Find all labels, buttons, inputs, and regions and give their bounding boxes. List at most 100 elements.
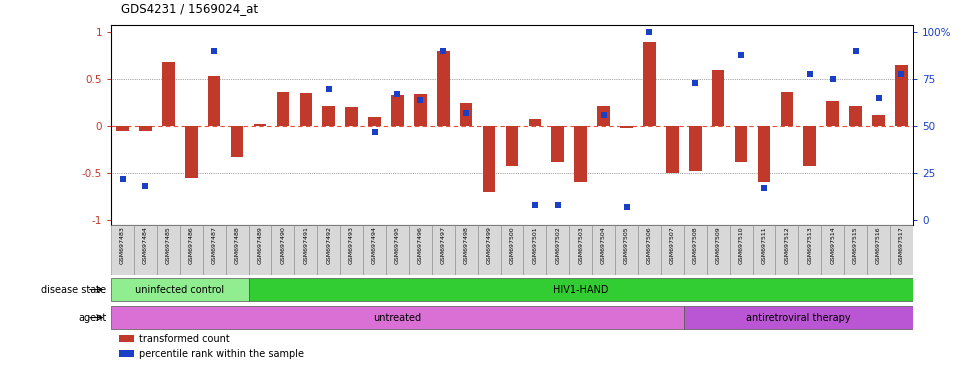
Point — [756, 185, 772, 191]
Text: antiretroviral therapy: antiretroviral therapy — [746, 313, 851, 323]
Point — [367, 129, 383, 135]
Bar — [483, 126, 496, 192]
Bar — [162, 63, 175, 126]
Bar — [666, 126, 679, 173]
Text: GSM697500: GSM697500 — [509, 226, 515, 264]
Bar — [712, 70, 724, 126]
Point — [688, 80, 703, 86]
FancyBboxPatch shape — [615, 225, 638, 275]
Point — [527, 202, 543, 208]
Point — [733, 52, 749, 58]
Bar — [849, 106, 862, 126]
Text: GSM697487: GSM697487 — [212, 226, 216, 264]
Text: GSM697486: GSM697486 — [188, 226, 194, 264]
Point — [436, 48, 451, 54]
Text: GSM697503: GSM697503 — [579, 226, 583, 264]
Text: GSM697515: GSM697515 — [853, 226, 858, 264]
Text: GSM697485: GSM697485 — [166, 226, 171, 264]
Text: GSM697506: GSM697506 — [647, 226, 652, 264]
Bar — [895, 65, 908, 126]
Bar — [391, 95, 404, 126]
FancyBboxPatch shape — [111, 278, 248, 301]
FancyBboxPatch shape — [707, 225, 729, 275]
Text: GSM697501: GSM697501 — [532, 226, 537, 264]
Text: GSM697517: GSM697517 — [899, 226, 904, 264]
Text: GSM697498: GSM697498 — [464, 226, 469, 264]
Text: GSM697494: GSM697494 — [372, 226, 377, 264]
FancyBboxPatch shape — [867, 225, 890, 275]
Text: percentile rank within the sample: percentile rank within the sample — [139, 349, 304, 359]
Text: GSM697492: GSM697492 — [327, 226, 331, 264]
Bar — [119, 350, 133, 357]
Text: GSM697499: GSM697499 — [487, 226, 492, 264]
FancyBboxPatch shape — [340, 225, 363, 275]
Point — [596, 112, 611, 118]
Text: GSM697511: GSM697511 — [761, 226, 766, 264]
FancyBboxPatch shape — [111, 306, 684, 329]
Bar — [575, 126, 587, 182]
Text: GSM697489: GSM697489 — [258, 226, 263, 264]
Bar — [299, 93, 312, 126]
Text: GSM697490: GSM697490 — [280, 226, 285, 264]
FancyBboxPatch shape — [226, 225, 248, 275]
Bar — [757, 126, 770, 182]
Bar — [185, 126, 198, 178]
Point — [389, 91, 405, 98]
FancyBboxPatch shape — [409, 225, 432, 275]
FancyBboxPatch shape — [317, 225, 340, 275]
Text: uninfected control: uninfected control — [135, 285, 224, 295]
Point — [459, 110, 474, 116]
Text: GSM697505: GSM697505 — [624, 226, 629, 264]
Bar — [414, 94, 427, 126]
Point — [115, 175, 130, 182]
FancyBboxPatch shape — [111, 225, 134, 275]
Text: GSM697483: GSM697483 — [120, 226, 125, 264]
Point — [550, 202, 565, 208]
Text: GSM697491: GSM697491 — [303, 226, 308, 264]
FancyBboxPatch shape — [729, 225, 753, 275]
FancyBboxPatch shape — [363, 225, 386, 275]
Point — [207, 48, 222, 54]
Bar — [505, 126, 519, 166]
FancyBboxPatch shape — [180, 225, 203, 275]
FancyBboxPatch shape — [203, 225, 226, 275]
Text: GSM697496: GSM697496 — [418, 226, 423, 264]
Bar — [460, 103, 472, 126]
FancyBboxPatch shape — [798, 225, 821, 275]
Text: GSM697514: GSM697514 — [830, 226, 836, 264]
Text: agent: agent — [78, 313, 106, 323]
Text: GSM697512: GSM697512 — [784, 226, 789, 264]
Point — [641, 30, 657, 36]
FancyBboxPatch shape — [547, 225, 569, 275]
FancyBboxPatch shape — [455, 225, 477, 275]
FancyBboxPatch shape — [776, 225, 798, 275]
Text: GSM697510: GSM697510 — [739, 226, 744, 264]
Text: GSM697497: GSM697497 — [440, 226, 445, 264]
FancyBboxPatch shape — [638, 225, 661, 275]
FancyBboxPatch shape — [844, 225, 867, 275]
Bar — [437, 51, 449, 126]
FancyBboxPatch shape — [684, 306, 913, 329]
Bar — [689, 126, 701, 171]
FancyBboxPatch shape — [134, 225, 156, 275]
Text: GSM697493: GSM697493 — [349, 226, 355, 264]
Text: GSM697507: GSM697507 — [669, 226, 675, 264]
Point — [848, 48, 864, 54]
Text: GSM697509: GSM697509 — [716, 226, 721, 264]
Bar — [139, 126, 152, 131]
Bar — [643, 42, 656, 126]
FancyBboxPatch shape — [432, 225, 455, 275]
FancyBboxPatch shape — [248, 225, 271, 275]
Text: disease state: disease state — [42, 285, 106, 295]
Bar — [276, 91, 289, 126]
FancyBboxPatch shape — [684, 225, 707, 275]
Point — [870, 95, 886, 101]
FancyBboxPatch shape — [477, 225, 500, 275]
Bar — [254, 124, 267, 126]
Text: GSM697513: GSM697513 — [808, 226, 812, 264]
Text: untreated: untreated — [374, 313, 421, 323]
Text: GSM697488: GSM697488 — [235, 226, 240, 264]
Bar — [368, 117, 381, 126]
Text: GSM697516: GSM697516 — [876, 226, 881, 264]
Text: GSM697504: GSM697504 — [601, 226, 606, 264]
